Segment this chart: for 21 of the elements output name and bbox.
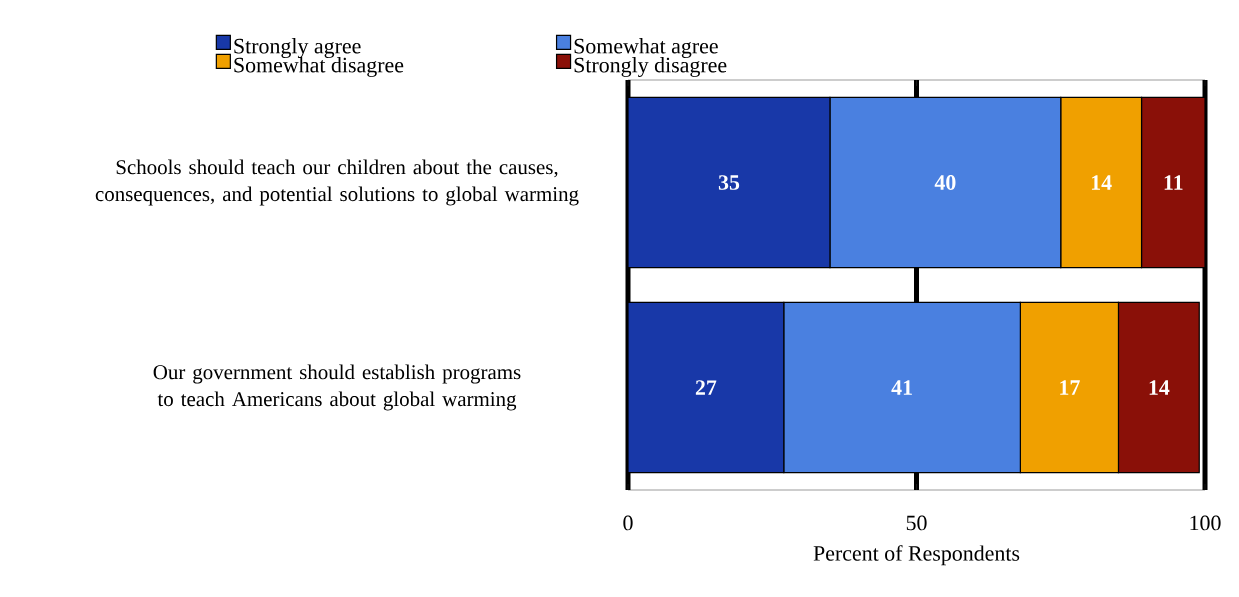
x-tick-label: 50: [906, 515, 927, 531]
data-label: 35: [718, 175, 740, 190]
bar: [1140, 96, 1206, 269]
x-tick-label: 100: [1190, 515, 1221, 531]
bar: [628, 301, 785, 474]
data-label: 14: [1091, 175, 1112, 190]
y-tick-label: Our government should establish programs to teach Americans about global warming: [153, 364, 521, 411]
legend-label: Somewhat disagree: [234, 57, 404, 78]
data-label: 27: [695, 380, 717, 395]
legend-label: Strongly agree: [234, 38, 361, 59]
y-tick-label: Schools should teach our children about the causes, consequences, and potential solutions to global warming: [95, 159, 579, 206]
data-label: 41: [891, 380, 912, 395]
bar: [628, 96, 831, 269]
data-label: 11: [1164, 175, 1183, 190]
bar: [1117, 301, 1200, 474]
x-axis-title: Percent of Respondents: [813, 545, 1020, 566]
data-label: 40: [934, 175, 956, 190]
legend-label: Strongly disagree: [574, 57, 727, 78]
data-label: 14: [1149, 380, 1170, 395]
data-label: 17: [1060, 380, 1080, 395]
x-tick-label: 0: [623, 515, 633, 531]
